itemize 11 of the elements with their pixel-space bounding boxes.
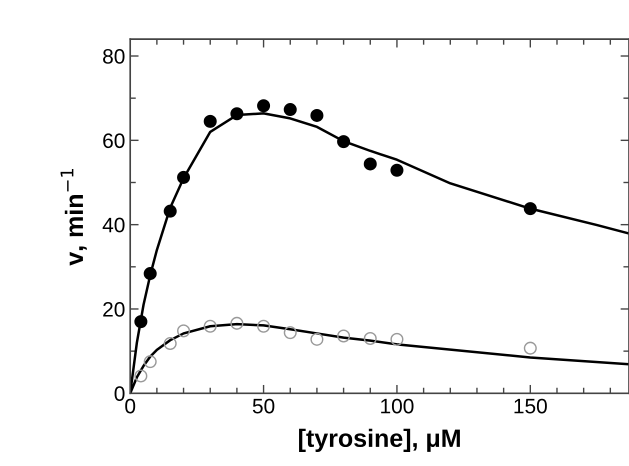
x-tick-label: 100 [381, 398, 414, 414]
x-tick-label: 150 [514, 398, 547, 414]
x-tick-label: 50 [252, 398, 274, 414]
y-tick-label: 0 [114, 386, 125, 402]
y-tick-label: 60 [103, 133, 125, 148]
y-tick-label: 20 [103, 302, 125, 317]
x-tick-label: 0 [125, 398, 136, 414]
x-axis-title: [tyrosine], μM [299, 428, 460, 452]
y-axis-title: v, min$^{−1}$ [60, 169, 87, 266]
y-tick-label: 40 [102, 218, 125, 232]
y-tick-label: 80 [103, 49, 125, 64]
